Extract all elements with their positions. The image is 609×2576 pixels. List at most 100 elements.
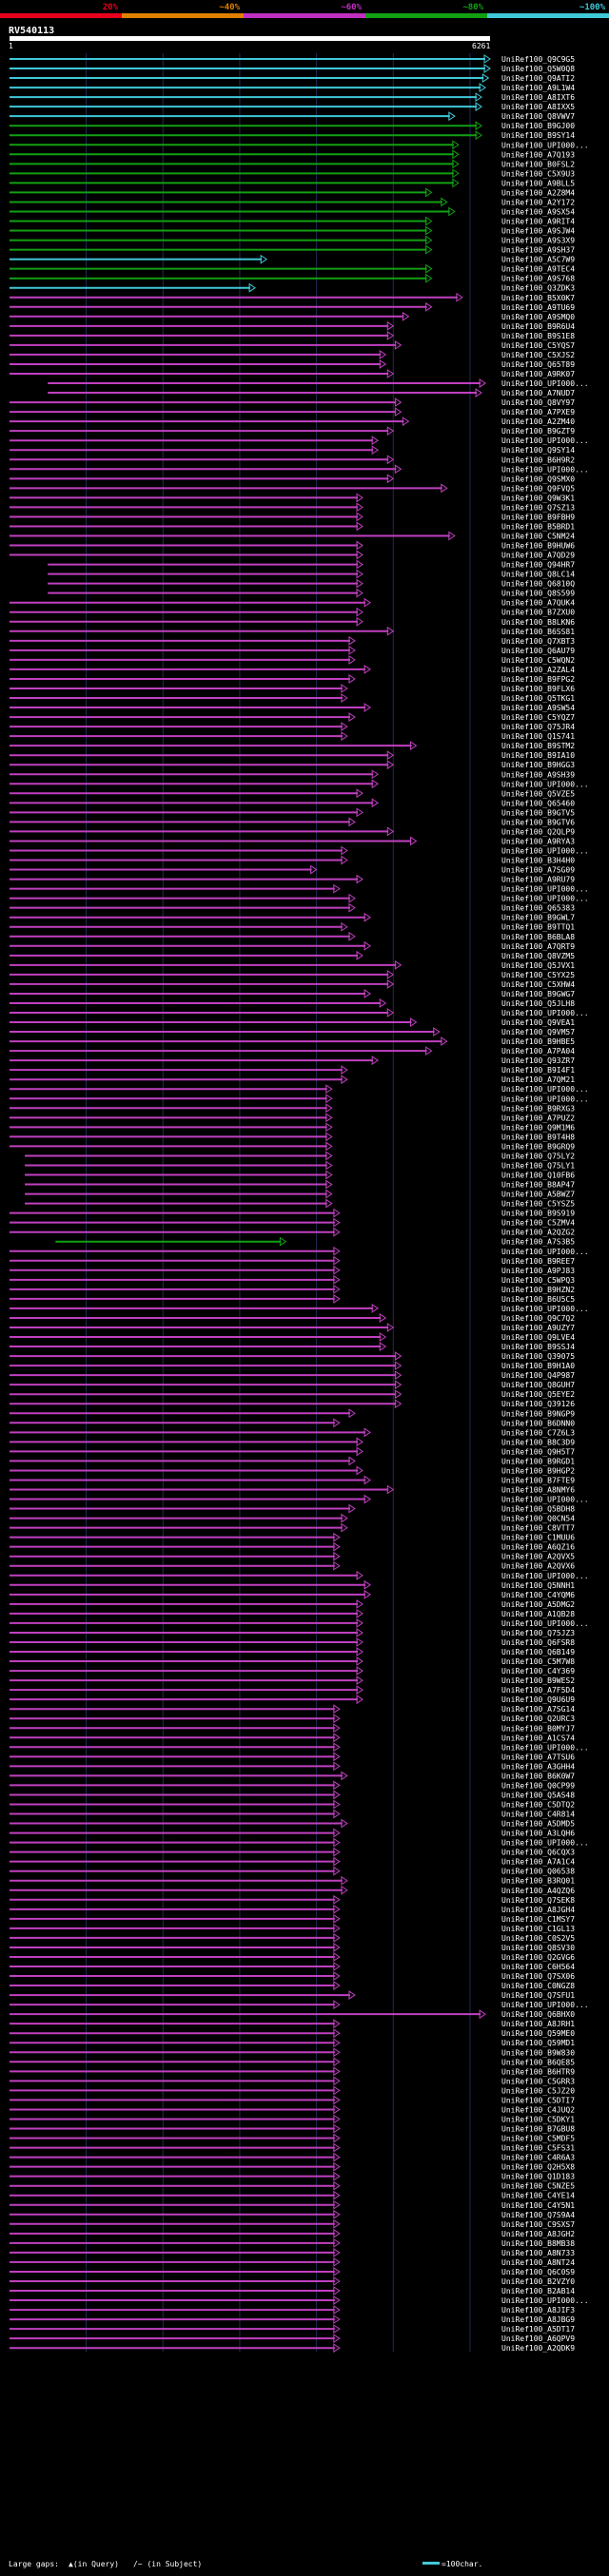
hit-row[interactable]: UniRef100_B6BLA8	[10, 931, 575, 941]
hit-row[interactable]: UniRef100_B2AB14	[10, 2286, 575, 2295]
hit-row[interactable]: UniRef100_Q8S599	[48, 588, 575, 598]
hit-row[interactable]: UniRef100_Q8SV30	[10, 1943, 575, 1952]
hit-label[interactable]: UniRef100_Q9SY14	[501, 446, 575, 455]
hit-row[interactable]: UniRef100_A8JGH4	[10, 1904, 575, 1914]
hit-row[interactable]: UniRef100_Q7S9A4	[10, 2209, 575, 2219]
hit-row[interactable]: UniRef100_A7PUZ2	[10, 1113, 575, 1122]
hit-row[interactable]: UniRef100_C5YSZ5	[25, 1198, 575, 1209]
hit-row[interactable]: UniRef100_UPI000...	[10, 893, 589, 903]
hit-label[interactable]: UniRef100_Q5TKG1	[501, 694, 575, 703]
hit-label[interactable]: UniRef100_Q65T89	[501, 360, 575, 369]
hit-row[interactable]: UniRef100_A9SX54	[10, 206, 575, 216]
hit-row[interactable]: UniRef100_A9SMQ0	[10, 311, 575, 321]
hit-label[interactable]: UniRef100_Q6AU79	[501, 647, 575, 655]
hit-label[interactable]: UniRef100_Q75LY1	[501, 1161, 575, 1170]
hit-label[interactable]: UniRef100_Q9FVQ5	[501, 484, 575, 493]
hit-label[interactable]: UniRef100_Q5VZE5	[501, 789, 575, 798]
hit-row[interactable]: UniRef100_Q9LVE4	[10, 1332, 575, 1342]
hit-label[interactable]: UniRef100_A5C7W9	[501, 256, 575, 264]
hit-row[interactable]: UniRef100_C5DTQ2	[10, 1799, 575, 1809]
hit-row[interactable]: UniRef100_A3GHH4	[10, 1761, 575, 1771]
hit-row[interactable]: UniRef100_Q5BDH8	[10, 1503, 575, 1514]
hit-row[interactable]: UniRef100_Q93ZR7	[10, 1056, 575, 1065]
hit-row[interactable]: UniRef100_A5DT17	[10, 2324, 575, 2334]
hit-label[interactable]: UniRef100_UPI000...	[501, 885, 589, 894]
hit-row[interactable]: UniRef100_Q9SY14	[10, 445, 575, 455]
hit-label[interactable]: UniRef100_A9SMQ0	[501, 313, 575, 321]
hit-label[interactable]: UniRef100_Q6810Q	[501, 580, 575, 589]
hit-row[interactable]: UniRef100_B8MB38	[10, 2237, 575, 2248]
hit-label[interactable]: UniRef100_B9I4F1	[501, 1066, 575, 1075]
hit-label[interactable]: UniRef100_A2Z8M4	[501, 188, 575, 197]
hit-row[interactable]: UniRef100_UPI000...	[10, 140, 589, 149]
hit-label[interactable]: UniRef100_A2ZM40	[501, 417, 575, 426]
hit-label[interactable]: UniRef100_A8NMY6	[501, 1486, 575, 1495]
hit-label[interactable]: UniRef100_A4QZQ6	[501, 1887, 575, 1895]
hit-row[interactable]: UniRef100_B6SS81	[10, 626, 575, 636]
hit-row[interactable]: UniRef100_A5C7W9	[10, 254, 575, 264]
hit-row[interactable]: UniRef100_Q9U6U9	[10, 1695, 575, 1704]
hit-row[interactable]: UniRef100_B9W830	[10, 2047, 575, 2057]
hit-label[interactable]: UniRef100_Q8SV30	[501, 1944, 575, 1952]
hit-row[interactable]: UniRef100_B0MYJ7	[10, 1723, 575, 1733]
hit-row[interactable]: UniRef100_B9HZN2	[10, 1284, 575, 1294]
hit-label[interactable]: UniRef100_Q8VY97	[501, 398, 575, 407]
hit-label[interactable]: UniRef100_B8AP47	[501, 1181, 575, 1190]
hit-label[interactable]: UniRef100_UPI000...	[501, 1839, 589, 1848]
hit-row[interactable]: UniRef100_C1GL13	[10, 1923, 575, 1933]
hit-row[interactable]: UniRef100_UPI000...	[10, 1494, 589, 1504]
hit-row[interactable]: UniRef100_B9GTV6	[10, 817, 575, 826]
hit-row[interactable]: UniRef100_A2QZG2	[10, 1227, 575, 1237]
hit-row[interactable]: UniRef100_B7ZXU0	[10, 607, 575, 617]
hit-row[interactable]: UniRef100_C5NZE5	[10, 2180, 575, 2191]
hit-row[interactable]: UniRef100_Q6C0S9	[10, 2267, 575, 2276]
hit-row[interactable]: UniRef100_UPI000...	[10, 1742, 589, 1752]
hit-label[interactable]: UniRef100_B9FBH9	[501, 513, 575, 521]
hit-row[interactable]: UniRef100_B6H9R2	[10, 455, 575, 464]
hit-label[interactable]: UniRef100_B3H4H0	[501, 857, 575, 865]
hit-label[interactable]: UniRef100_A2QVX6	[501, 1562, 575, 1571]
hit-label[interactable]: UniRef100_B9GRQ9	[501, 1142, 575, 1151]
hit-label[interactable]: UniRef100_B9FLX6	[501, 685, 575, 693]
hit-label[interactable]: UniRef100_B9R6U4	[501, 322, 575, 331]
hit-row[interactable]: UniRef100_C5XHW4	[10, 978, 575, 989]
hit-row[interactable]: UniRef100_C5XJS2	[10, 349, 575, 359]
hit-row[interactable]: UniRef100_C5NM24	[10, 531, 575, 541]
hit-row[interactable]: UniRef100_UPI000...	[10, 2295, 589, 2305]
hit-row[interactable]: UniRef100_C5DKY1	[10, 2114, 575, 2123]
hit-row[interactable]: UniRef100_A9TEC4	[10, 263, 575, 274]
hit-row[interactable]: UniRef100_A9SW54	[10, 703, 575, 712]
hit-label[interactable]: UniRef100_B9GWG7	[501, 990, 575, 998]
hit-label[interactable]: UniRef100_A7QRT9	[501, 942, 575, 951]
hit-row[interactable]: UniRef100_A9BLL5	[10, 178, 575, 187]
hit-label[interactable]: UniRef100_A8IXT6	[501, 93, 575, 102]
hit-label[interactable]: UniRef100_C1MUU6	[501, 1534, 575, 1542]
hit-label[interactable]: UniRef100_Q9M1M6	[501, 1123, 575, 1132]
hit-label[interactable]: UniRef100_C5YX25	[501, 971, 575, 979]
hit-row[interactable]: UniRef100_B6K0W7	[10, 1771, 575, 1780]
hit-row[interactable]: UniRef100_Q6810Q	[48, 578, 575, 589]
hit-label[interactable]: UniRef100_A8JBG9	[501, 2315, 575, 2324]
hit-label[interactable]: UniRef100_Q94HR7	[501, 561, 575, 570]
hit-row[interactable]: UniRef100_Q5TKG1	[10, 693, 575, 703]
hit-label[interactable]: UniRef100_C0NGZ8	[501, 1982, 575, 1990]
hit-row[interactable]: UniRef100_B3RQ01	[10, 1875, 575, 1886]
hit-label[interactable]: UniRef100_B6BLA8	[501, 933, 575, 941]
hit-row[interactable]: UniRef100_UPI000...	[10, 464, 589, 474]
hit-row[interactable]: UniRef100_Q5W0Q8	[10, 64, 575, 73]
hit-label[interactable]: UniRef100_C4R814	[501, 1811, 575, 1819]
hit-label[interactable]: UniRef100_C5FS31	[501, 2144, 575, 2153]
hit-row[interactable]: UniRef100_Q9VM57	[10, 1027, 575, 1036]
hit-label[interactable]: UniRef100_A3LQH6	[501, 1830, 575, 1838]
hit-label[interactable]: UniRef100_C5XHW4	[501, 980, 575, 989]
hit-label[interactable]: UniRef100_C5WPQ3	[501, 1276, 575, 1285]
hit-row[interactable]: UniRef100_A9S3X9	[10, 235, 575, 245]
hit-label[interactable]: UniRef100_Q1S741	[501, 732, 575, 741]
hit-label[interactable]: UniRef100_Q10FB6	[501, 1172, 575, 1180]
hit-row[interactable]: UniRef100_Q7SEK8	[10, 1894, 575, 1905]
hit-label[interactable]: UniRef100_C7Z6L3	[501, 1428, 575, 1437]
hit-label[interactable]: UniRef100_B9HGG3	[501, 761, 575, 769]
hit-row[interactable]: UniRef100_Q9C7Q2	[10, 1313, 575, 1323]
hit-row[interactable]: UniRef100_Q75JR4	[10, 722, 575, 731]
hit-label[interactable]: UniRef100_UPI000...	[501, 465, 589, 474]
